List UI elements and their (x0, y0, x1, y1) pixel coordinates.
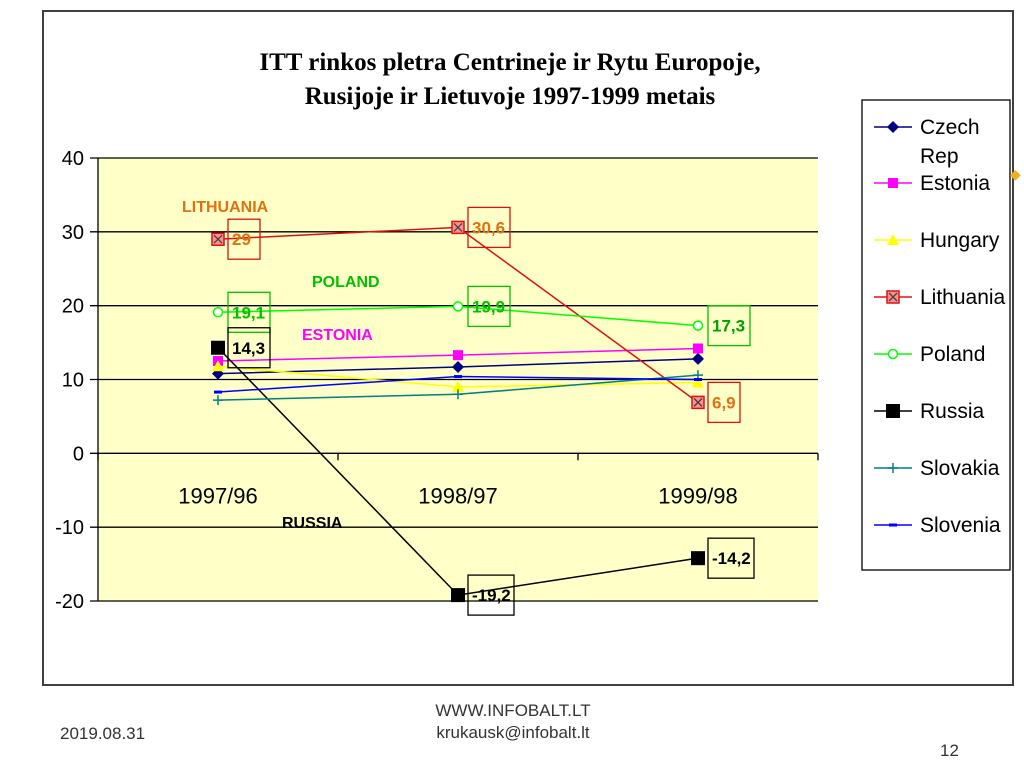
legend-marker (889, 523, 897, 527)
legend-label: Russia (920, 400, 985, 423)
data-label-box (227, 218, 261, 260)
series-annotation: RUSSIA (282, 515, 343, 532)
data-point-marker (692, 320, 704, 331)
legend-marker (886, 404, 900, 418)
data-label: 17,3 (712, 317, 745, 336)
data-point-marker (691, 551, 705, 566)
data-point-marker (453, 350, 463, 361)
y-tick-label: 0 (73, 443, 84, 465)
decorative-mark-icon: ◆ (1010, 166, 1021, 182)
series-russia (211, 340, 705, 603)
legend-item (874, 523, 912, 527)
footer-site-link[interactable]: WWW.INFOBALT.LT (435, 701, 591, 720)
legend-marker-cross (888, 292, 898, 302)
legend-label: Estonia (920, 172, 990, 195)
legend-item (874, 178, 912, 188)
data-label: 29 (232, 230, 251, 249)
x-tick-label: 1998/97 (418, 483, 498, 508)
data-point-marker (452, 380, 464, 392)
legend-label: Hungary (920, 229, 1000, 252)
data-point-marker (692, 352, 704, 365)
data-point-marker-cross (693, 397, 703, 407)
chart-title-line: ITT rinkos pletra Centrineje ir Rytu Eur… (259, 49, 760, 76)
y-tick-label: 30 (62, 222, 84, 244)
legend-marker (887, 234, 899, 245)
data-point-marker (694, 378, 702, 381)
legend-item (874, 234, 912, 245)
series-hungary (212, 360, 704, 392)
legend-item (874, 121, 912, 133)
legend-label: Slovakia (920, 457, 1000, 480)
data-label: 19,1 (232, 303, 265, 322)
data-point-marker (214, 390, 222, 394)
data-label-box (467, 206, 511, 249)
data-label-box (707, 381, 741, 424)
data-point-marker (453, 389, 463, 400)
data-label-box (467, 574, 515, 616)
y-tick-label: -10 (55, 517, 84, 539)
legend-item (874, 348, 912, 360)
data-point-marker (692, 376, 704, 388)
data-point-marker (213, 395, 223, 406)
data-label: 30,6 (472, 218, 505, 237)
data-label: 14,3 (232, 339, 265, 358)
data-point-marker (452, 301, 464, 312)
x-tick-label: 1999/98 (658, 483, 738, 508)
series-poland (212, 301, 704, 331)
y-tick-label: 10 (62, 370, 84, 392)
series-annotation: ESTONIA (302, 327, 373, 344)
legend-marker (887, 348, 899, 360)
legend-label: Slovenia (920, 514, 1001, 537)
legend-item (874, 404, 912, 418)
data-point-marker (211, 340, 225, 355)
y-tick-label: -20 (55, 591, 84, 613)
data-point-marker (452, 360, 464, 373)
legend-marker (887, 121, 899, 133)
line-chart: ITT rinkos pletra Centrineje ir Rytu Eur… (55, 49, 1011, 616)
data-label-box (707, 537, 755, 579)
chart-frame: ITT rinkos pletra Centrineje ir Rytu Eur… (42, 10, 1014, 686)
series-slovenia (214, 375, 702, 394)
footer-date: 2019.08.31 (60, 724, 146, 743)
legend-label: Lithuania (920, 286, 1006, 309)
series-annotation: POLAND (312, 274, 380, 291)
series-slovakia (213, 370, 703, 406)
data-point-marker (454, 375, 462, 379)
footer-site-block: WWW.INFOBALT.LT krukausk@infobalt.lt (400, 700, 626, 744)
data-point-marker (693, 343, 703, 354)
legend (861, 99, 1011, 571)
y-tick-label: 40 (62, 148, 84, 170)
data-label-box (227, 291, 271, 333)
legend-marker (888, 178, 898, 188)
legend-item (874, 463, 912, 473)
legend-item (874, 290, 912, 304)
data-label-box (707, 304, 751, 347)
data-label: -14,2 (712, 549, 751, 568)
legend-marker (888, 463, 898, 473)
data-label: -19,2 (472, 586, 511, 605)
data-label-box (467, 285, 511, 328)
footer-email-link[interactable]: krukausk@infobalt.lt (436, 723, 590, 742)
data-point-marker-cross (213, 234, 223, 244)
data-point-marker (212, 307, 224, 318)
data-label: 6,9 (712, 393, 736, 412)
legend-label: Poland (920, 343, 985, 366)
data-point-marker-cross (453, 222, 463, 232)
page-number: 12 (940, 741, 959, 760)
series-annotation: LITHUANIA (182, 199, 269, 216)
legend-label: Rep (920, 145, 959, 168)
chart-title-line: Rusijoje ir Lietuvoje 1997-1999 metais (305, 83, 716, 110)
series-lithuania (211, 220, 705, 410)
x-tick-label: 1997/96 (178, 483, 258, 508)
data-label-box (227, 327, 271, 369)
data-point-marker (451, 588, 465, 603)
data-point-marker (212, 360, 224, 372)
legend-label: Czech (920, 116, 980, 139)
y-tick-label: 20 (62, 296, 84, 318)
data-label: 19,9 (472, 297, 505, 316)
